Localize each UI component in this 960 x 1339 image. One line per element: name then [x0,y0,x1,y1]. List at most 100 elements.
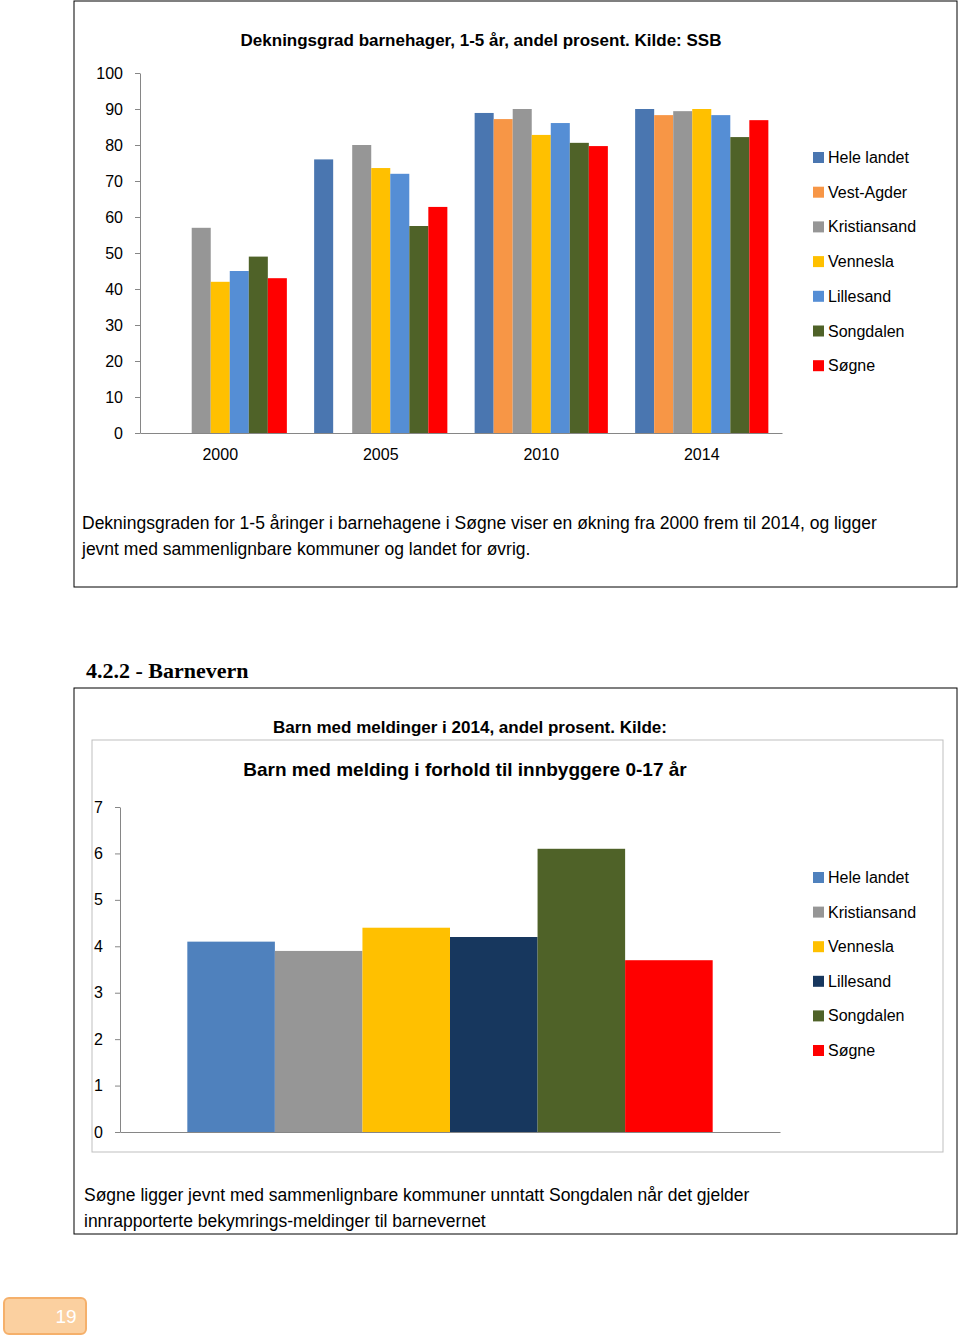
bar [551,123,570,433]
y-tick: 1 [94,1077,120,1094]
y-axis: 0 10 20 30 40 50 60 70 80 90 100 [96,65,140,442]
page-number-box [4,1298,86,1334]
legend-swatch [813,941,824,952]
bar [532,135,551,433]
legend-swatch [813,872,824,883]
bar [371,168,390,433]
bar [538,849,626,1132]
bar [570,143,589,433]
legend: Hele landetVest-AgderKristiansandVennesl… [813,149,916,374]
bar [409,226,428,433]
y-tick-label: 1 [94,1077,103,1094]
legend: Hele landetKristiansandVenneslaLillesand… [813,869,916,1059]
y-tick: 3 [94,984,120,1001]
chart-subtitle: Barn med melding i forhold til innbygger… [243,759,687,780]
section-heading: 4.2.2 - Barnevern [86,658,249,683]
legend-swatch [813,1045,824,1056]
bar [513,109,532,433]
chart-title: Barn med meldinger i 2014, andel prosent… [273,718,667,737]
x-axis-line [141,433,783,434]
y-tick-mark [135,289,140,290]
y-tick: 6 [94,845,120,862]
page-number-badge: 19 [4,1298,86,1334]
y-tick: 100 [96,65,140,82]
legend-label: Songdalen [828,323,905,340]
y-tick-label: 5 [94,891,103,908]
y-tick: 7 [94,799,120,816]
legend-label: Hele landet [828,869,910,886]
y-tick-label: 40 [105,281,123,298]
bar [730,137,749,433]
legend-label: Lillesand [828,973,891,990]
y-tick: 50 [105,245,140,262]
y-tick-label: 50 [105,245,123,262]
bar [390,174,409,433]
y-axis-line [120,808,121,1133]
bar [275,951,363,1132]
y-tick-label: 60 [105,209,123,226]
y-tick-mark [135,145,140,146]
y-tick-mark [135,433,140,434]
y-tick-label: 3 [94,984,103,1001]
page-number: 19 [55,1306,76,1327]
x-axis: 2000 2005 2010 2014 [141,433,783,463]
y-tick: 40 [105,281,140,298]
x-tick: 2000 [202,433,238,463]
chart-title: Dekningsgrad barnehager, 1-5 år, andel p… [241,31,722,50]
y-tick: 30 [105,317,140,334]
legend-label: Lillesand [828,288,891,305]
y-tick-mark [115,946,120,947]
legend-label: Søgne [828,357,875,374]
y-tick-label: 30 [105,317,123,334]
legend-swatch [813,326,824,337]
x-axis-line [121,1132,781,1133]
x-axis [121,1132,781,1134]
x-tick-label: 2010 [523,446,559,463]
y-tick: 0 [114,425,140,442]
bar [268,278,287,433]
chart-border [74,1,957,587]
bar [314,159,333,433]
y-tick-mark [115,807,120,808]
y-tick-label: 70 [105,173,123,190]
y-tick: 80 [105,137,140,154]
y-tick-label: 0 [114,425,123,442]
y-tick-mark [115,1086,120,1087]
legend-label: Kristiansand [828,218,916,235]
y-tick-mark [115,853,120,854]
chart: Dekningsgrad barnehager, 1-5 år, andel p… [74,1,957,587]
legend-label: Hele landet [828,149,910,166]
legend-swatch [813,360,824,371]
y-tick-mark [135,253,140,254]
legend-swatch [813,187,824,198]
bar [192,228,211,433]
plot-frame [92,740,943,1152]
x-tick-label: 2000 [202,446,238,463]
bar [711,115,730,433]
y-tick-label: 6 [94,845,103,862]
y-tick: 20 [105,353,140,370]
x-tick: 2014 [684,433,720,463]
y-tick: 4 [94,938,120,955]
bar [352,145,371,433]
legend-swatch [813,221,824,232]
legend-swatch [813,1010,824,1021]
y-tick: 10 [105,389,140,406]
bar [475,113,494,433]
y-tick-mark [135,361,140,362]
x-tick-label: 2005 [363,446,399,463]
y-tick: 90 [105,101,140,118]
legend-swatch [813,256,824,267]
caption-line: innrapporterte bekymrings-meldinger til … [84,1211,486,1231]
bar [589,146,608,433]
legend-swatch [813,291,824,302]
bar [249,257,268,433]
legend-swatch [813,976,824,987]
y-tick: 2 [94,1031,120,1048]
chart-border [74,688,957,1234]
y-tick-mark [135,109,140,110]
legend-label: Vennesla [828,253,894,270]
bar [692,109,711,433]
legend-label: Søgne [828,1042,875,1059]
bars [192,109,769,433]
